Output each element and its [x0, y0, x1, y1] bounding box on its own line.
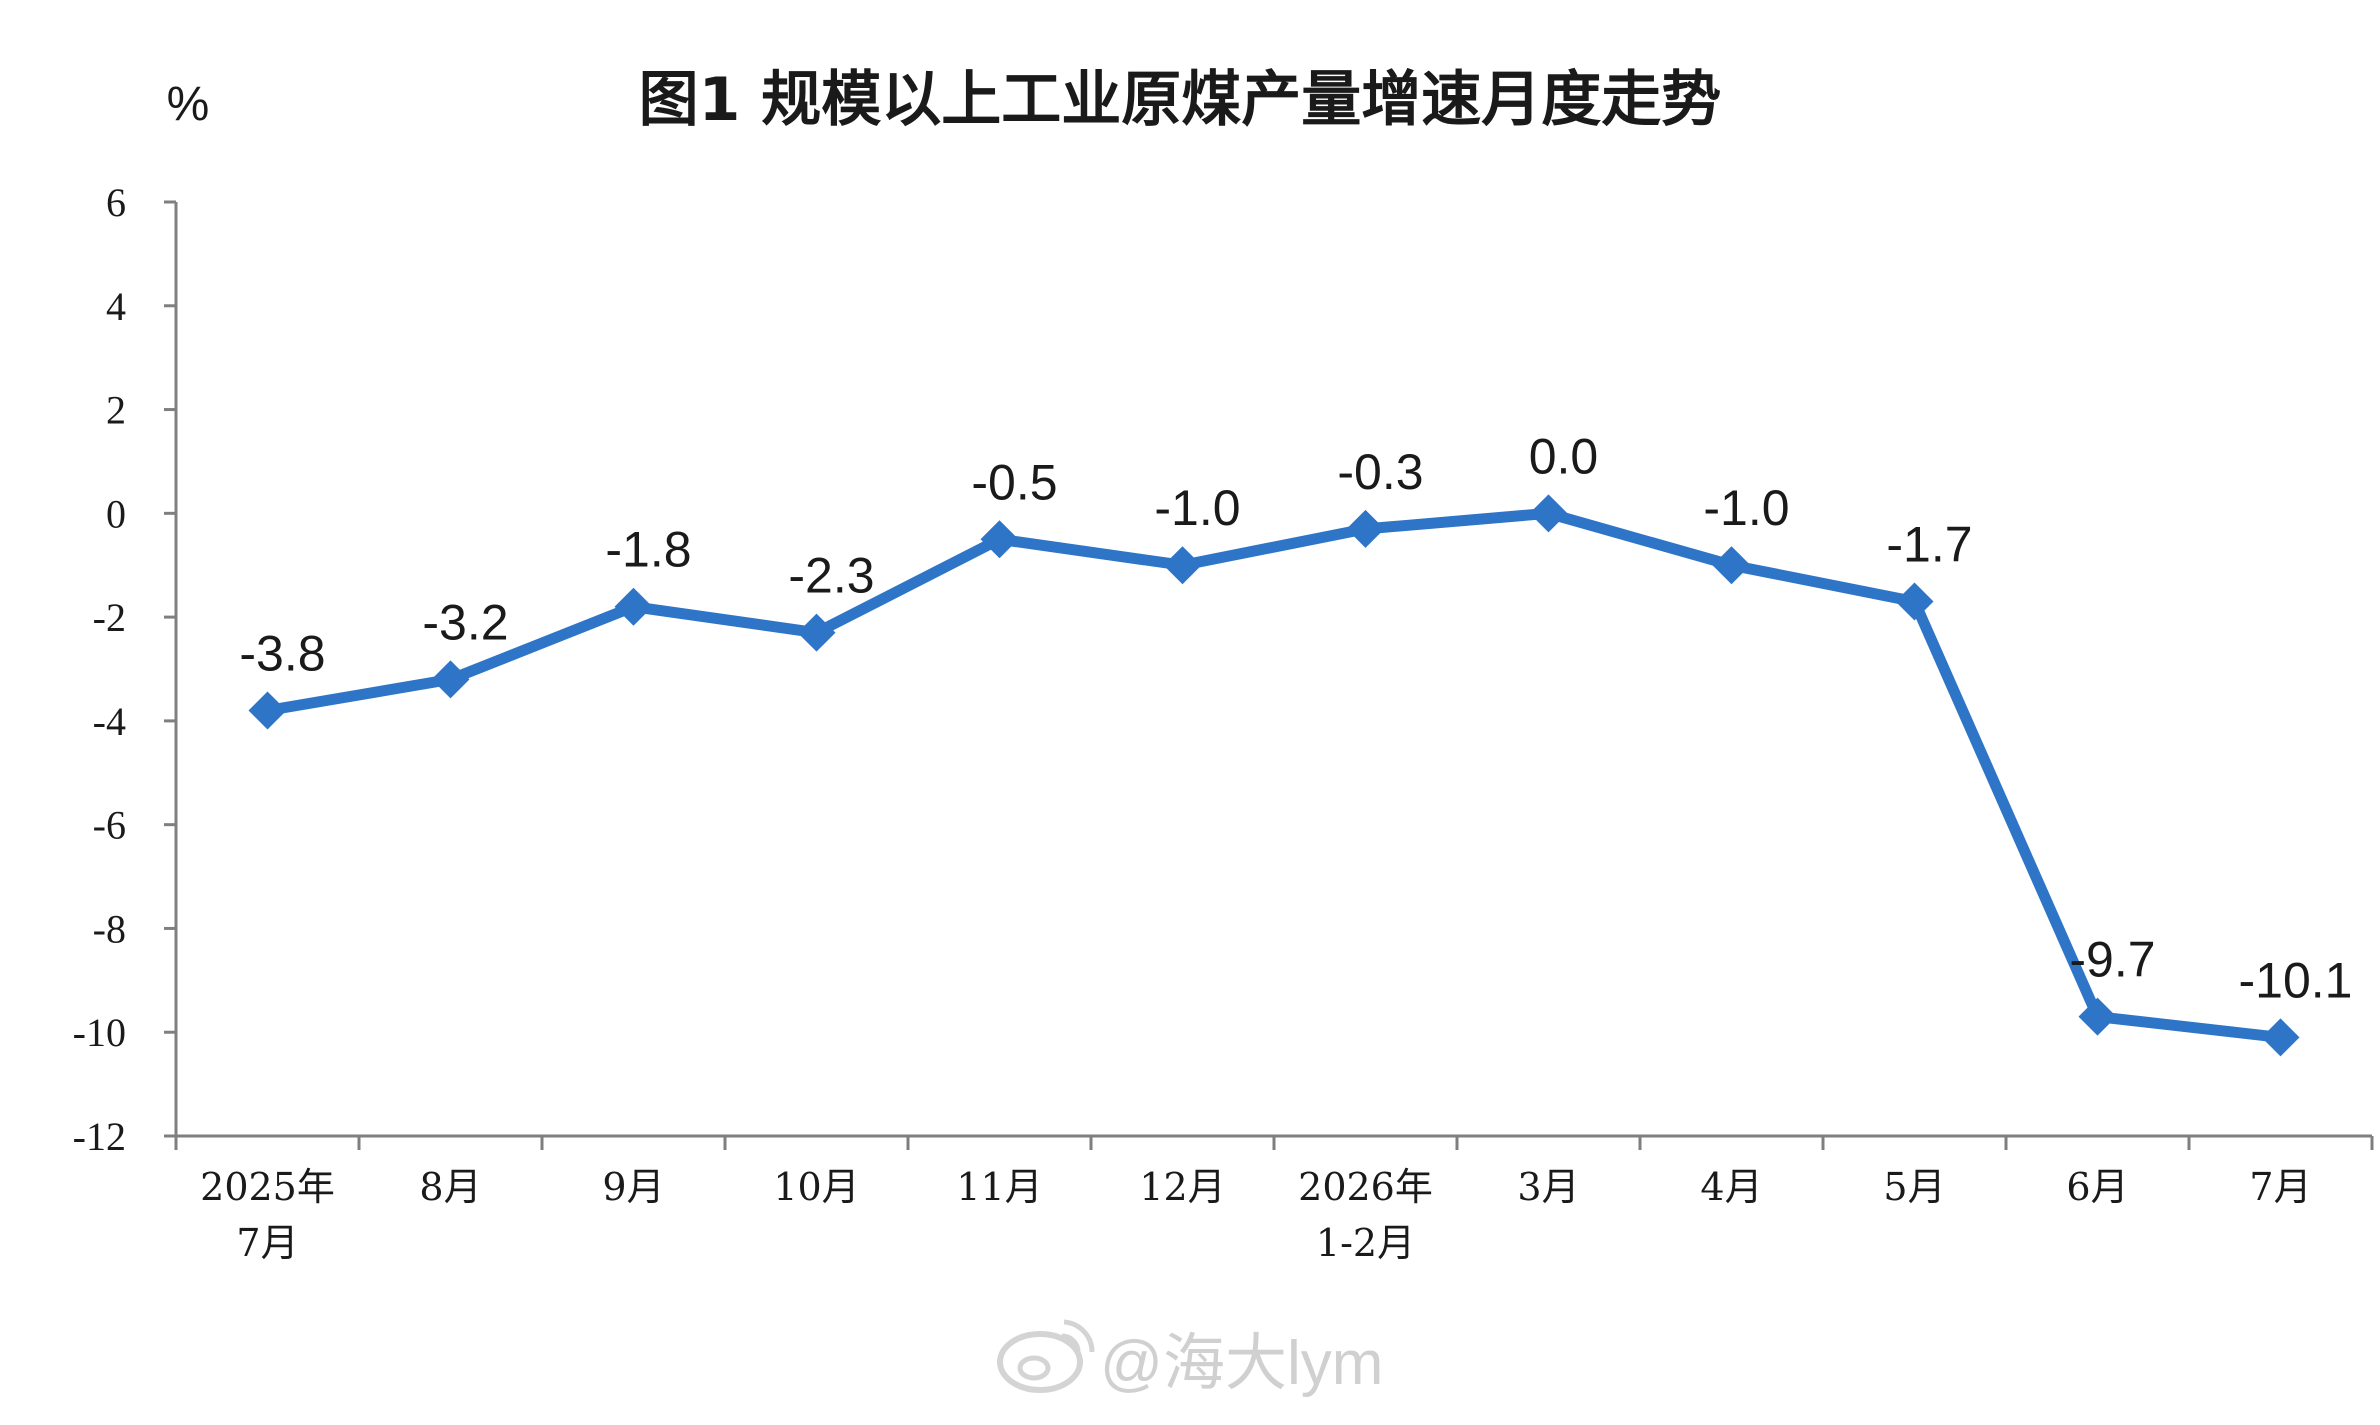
x-tick-label: 10月 — [773, 1165, 859, 1209]
data-label: 0.0 — [1529, 428, 1599, 484]
data-label: -3.8 — [239, 626, 325, 682]
y-tick-label: -2 — [93, 595, 126, 640]
x-tick-label: 9月 — [602, 1165, 664, 1209]
x-tick-label: 2025年 — [200, 1165, 335, 1209]
series-layer: -3.8 -3.2 -1.8 -2.3 -0.5 -1.0 -0.3 0.0 -1.0 -1.7 -… — [239, 428, 2353, 1057]
data-label: -9.7 — [2069, 932, 2155, 988]
chart-title: 图1 规模以上工业原煤产量增速月度走势 — [639, 65, 1722, 135]
y-tick-label: -10 — [73, 1010, 126, 1055]
data-point-marker — [248, 691, 287, 730]
y-tick-label: 4 — [106, 284, 126, 329]
x-tick-label: 6月 — [2066, 1165, 2128, 1209]
y-tick-labels: 6 4 2 0 -2 -4 -6 -8 -10 -12 — [73, 180, 126, 1159]
data-label: -2.3 — [788, 548, 874, 604]
data-label: -1.0 — [1703, 480, 1789, 536]
x-tick-label: 12月 — [1139, 1165, 1225, 1209]
x-tick-labels: 2025年 7月 8月 9月 10月 11月 12月 2026年 1-2月 3月 4月 5月 6月 7月 — [200, 1165, 2311, 1265]
data-point-marker — [431, 660, 470, 699]
y-tick-label: 2 — [106, 388, 126, 433]
axes — [164, 200, 2374, 1150]
data-point-marker — [2261, 1018, 2300, 1057]
data-point-marker — [980, 520, 1019, 559]
x-tick-label: 5月 — [1883, 1165, 1945, 1209]
weibo-icon — [997, 1319, 1095, 1393]
data-label: -1.8 — [605, 522, 691, 578]
series-line — [266, 507, 2282, 1043]
x-tick-label: 1-2月 — [1316, 1221, 1415, 1265]
data-point-marker — [614, 587, 653, 626]
y-axis-unit: % — [167, 78, 210, 131]
data-point-marker — [797, 613, 836, 652]
x-tick-label: 2026年 — [1298, 1165, 1433, 1209]
y-tick-label: 6 — [106, 180, 126, 225]
x-tick-label: 4月 — [1700, 1165, 1762, 1209]
data-label: -1.7 — [1886, 517, 1972, 573]
data-label: -0.3 — [1337, 444, 1423, 500]
y-tick-label: -4 — [93, 699, 126, 744]
data-point-marker — [1346, 509, 1385, 548]
data-point-marker — [1895, 582, 1934, 621]
watermark: @海大lym — [997, 1319, 1383, 1398]
watermark-text: @海大lym — [1100, 1329, 1383, 1398]
y-tick-label: -12 — [73, 1114, 126, 1159]
x-tick-label: 8月 — [419, 1165, 481, 1209]
data-point-marker — [1529, 494, 1568, 533]
data-label: -0.5 — [971, 454, 1057, 510]
x-tick-label: 11月 — [956, 1165, 1042, 1209]
data-point-marker — [1163, 546, 1202, 585]
y-tick-label: -8 — [93, 906, 126, 951]
data-label: -1.0 — [1154, 480, 1240, 536]
data-label: -3.2 — [422, 594, 508, 650]
y-tick-label: 0 — [106, 491, 126, 536]
x-tick-label: 3月 — [1517, 1165, 1579, 1209]
x-tick-label: 7月 — [2249, 1165, 2311, 1209]
data-point-marker — [1712, 546, 1751, 585]
data-label: -10.1 — [2239, 952, 2353, 1008]
y-tick-label: -6 — [93, 803, 126, 848]
data-point-marker — [2078, 997, 2117, 1036]
x-tick-label: 7月 — [236, 1221, 298, 1265]
